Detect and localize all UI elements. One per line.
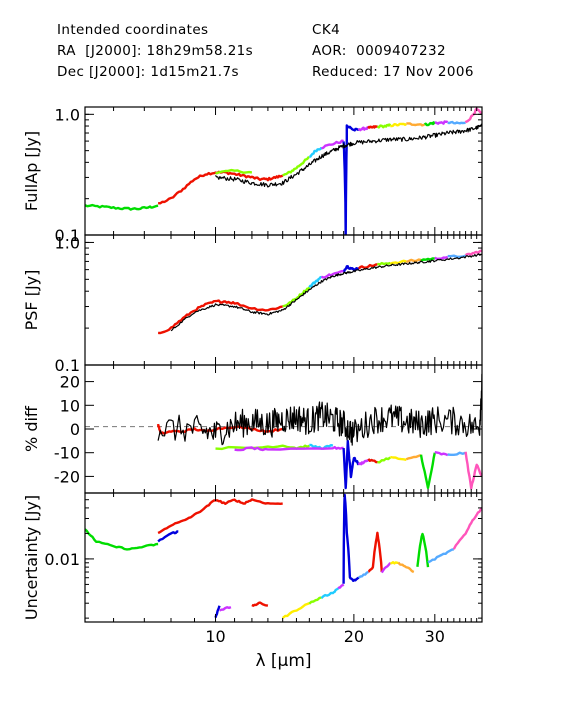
panel-2-series-red-5 bbox=[357, 263, 378, 270]
panel-3-y-tick-label: -10 bbox=[54, 444, 80, 463]
panel-3-series-pink-13 bbox=[464, 451, 482, 490]
panel-4-frame bbox=[84, 492, 483, 623]
panel-1-series-green-0 bbox=[85, 203, 159, 211]
panel-1-series-red-8 bbox=[367, 125, 378, 130]
panel-4-series-lime-7 bbox=[308, 596, 322, 605]
panel-1-series-purple-7 bbox=[357, 126, 370, 132]
panel-4-series-blue-1 bbox=[157, 530, 179, 543]
panel-4-series-red-12 bbox=[367, 531, 383, 573]
panel-1-series-purple-5 bbox=[321, 139, 344, 150]
panel-2-series-green-9 bbox=[420, 257, 435, 262]
panel-4-series-blue-3 bbox=[214, 605, 221, 618]
header-left-line-2: RA [J2000]: 18h29m58.21s bbox=[57, 43, 254, 59]
panel-3-y-axis-label: % diff bbox=[22, 405, 41, 452]
panel-1-plot bbox=[85, 107, 482, 235]
panel-2-series-black-13 bbox=[170, 253, 482, 332]
panel-4-series-red-2 bbox=[157, 498, 283, 535]
panel-3-series-green-10 bbox=[419, 452, 436, 490]
panel-4-plot bbox=[85, 493, 482, 619]
panel-1-series-green-12 bbox=[423, 121, 436, 127]
panel-4-series-yellow-14 bbox=[390, 561, 399, 565]
panel-3-plot bbox=[85, 373, 482, 490]
panel-2-series-red-0 bbox=[158, 299, 283, 335]
panel-2-y-tick-label: 0.1 bbox=[55, 356, 80, 375]
panel-4-series-skyblue-11 bbox=[358, 570, 369, 579]
header-right-line-2: AOR: 0009407232 bbox=[312, 43, 447, 59]
panel-4-series-purple-4 bbox=[219, 605, 232, 612]
panel-2-plot bbox=[158, 249, 482, 335]
panel-1-series-skyblue-14 bbox=[447, 120, 466, 125]
panel-1-series-lime-2 bbox=[215, 168, 253, 175]
panel-3-y-tick-label: -20 bbox=[54, 467, 80, 486]
panel-1-series-yellow-10 bbox=[390, 122, 407, 128]
panel-2-series-purple-3 bbox=[321, 269, 344, 279]
panel-1-series-purple-13 bbox=[434, 120, 449, 125]
panel-4-series-blue-10 bbox=[342, 493, 360, 584]
header-left-line-1: Intended coordinates bbox=[57, 22, 209, 38]
panel-1-series-cyan-4 bbox=[309, 146, 323, 158]
x-tick-label: 30 bbox=[425, 627, 445, 646]
panel-3-series-purple-3 bbox=[234, 445, 344, 452]
panel-3-y-tick-label: 20 bbox=[60, 373, 80, 392]
panel-1-series-red-1 bbox=[158, 170, 284, 205]
panel-1-y-axis-label: FullAp [Jy] bbox=[22, 131, 41, 211]
panel-4-series-orange-15 bbox=[397, 561, 415, 574]
header-right-line-1: CK4 bbox=[312, 22, 341, 38]
panel-4-series-green-16 bbox=[416, 532, 430, 568]
panel-4-series-yellow-6 bbox=[281, 602, 310, 619]
panel-4-y-axis-label: Uncertainty [Jy] bbox=[22, 495, 41, 620]
panel-4-series-cyan-8 bbox=[320, 587, 340, 600]
panel-2-series-pink-12 bbox=[464, 249, 482, 257]
panel-2-series-purple-10 bbox=[434, 255, 449, 261]
panel-4-series-purple-13 bbox=[380, 562, 392, 574]
panel-4-series-purple-9 bbox=[337, 583, 345, 590]
panel-3-series-yellow-8 bbox=[390, 455, 407, 461]
panel-2-y-axis-label: PSF [Jy] bbox=[22, 270, 41, 331]
x-tick-label: 20 bbox=[344, 627, 364, 646]
panel-3-series-orange-9 bbox=[405, 453, 422, 461]
panel-3-series-lime-1 bbox=[215, 444, 310, 451]
header-left-line-3: Dec [J2000]: 1d15m21.7s bbox=[57, 64, 239, 80]
panel-2-series-lime-1 bbox=[282, 286, 311, 308]
panel-4-series-pink-18 bbox=[452, 507, 482, 550]
panel-3-y-tick-label: 0 bbox=[70, 420, 80, 439]
panel-4-y-tick-label: 0.01 bbox=[44, 550, 80, 569]
panel-1-y-tick-label: 1.0 bbox=[55, 105, 80, 124]
panel-3-series-skyblue-12 bbox=[447, 451, 466, 456]
panel-2-series-cyan-2 bbox=[308, 276, 322, 288]
panel-2-frame bbox=[84, 234, 483, 366]
panel-2-series-lime-6 bbox=[377, 261, 391, 266]
panel-4-series-red-5 bbox=[251, 601, 269, 607]
panel-2-y-tick-label: 1.0 bbox=[55, 233, 80, 252]
panel-1-series-blue-6 bbox=[342, 124, 360, 235]
panel-1-series-orange-11 bbox=[406, 122, 425, 127]
x-tick-label: 10 bbox=[205, 627, 225, 646]
header-right-line-3: Reduced: 17 Nov 2006 bbox=[312, 64, 474, 80]
panel-3-series-lime-7 bbox=[377, 456, 392, 464]
panel-2-series-blue-4 bbox=[343, 265, 360, 273]
panel-3-series-blue-4 bbox=[342, 439, 360, 490]
panel-3-series-black-14 bbox=[157, 373, 482, 446]
panel-3-series-red-6 bbox=[367, 458, 378, 464]
panel-1-series-black-16 bbox=[215, 123, 482, 188]
panel-1-y-tick-label: 0.1 bbox=[55, 226, 80, 245]
x-axis-label: λ [μm] bbox=[255, 651, 311, 671]
panel-3-y-tick-label: 10 bbox=[60, 396, 80, 415]
panel-1-series-lime-3 bbox=[282, 156, 310, 177]
panel-3-series-purple-11 bbox=[434, 451, 449, 457]
panel-2-series-orange-8 bbox=[405, 258, 422, 264]
panel-4-series-skyblue-17 bbox=[427, 548, 455, 564]
panel-3-series-purple-5 bbox=[357, 459, 370, 466]
panel-4-series-green-0 bbox=[85, 528, 159, 551]
panel-1-series-lime-9 bbox=[376, 123, 392, 129]
